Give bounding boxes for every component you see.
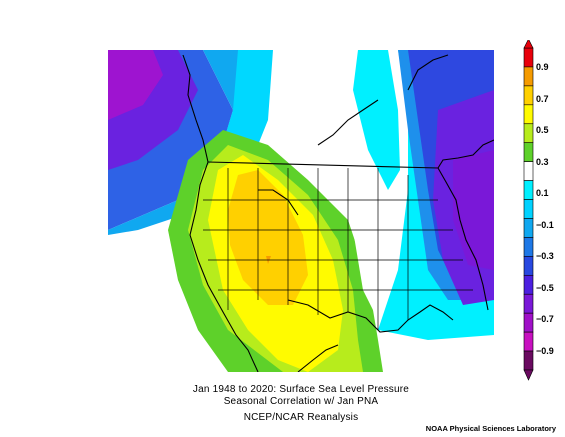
colorbar-segment (523, 66, 534, 87)
colorbar-segment (523, 47, 534, 68)
colorbar-label: −0.1 (536, 219, 554, 230)
colorbar-segment (523, 274, 534, 295)
colorbar-segment (523, 123, 534, 144)
colorbar-label: 0.7 (536, 93, 549, 104)
map-svg (108, 50, 494, 372)
colorbar-segment (523, 256, 534, 276)
colorbar-label: 0.5 (536, 125, 549, 136)
title-line-2: Seasonal Correlation w/ Jan PNA (223, 396, 379, 407)
colorbar-segment (523, 331, 534, 352)
colorbar-segment (523, 218, 534, 238)
state-borders (203, 168, 473, 330)
contour-pacific-purple (108, 50, 163, 120)
contour-north-cyan (353, 50, 400, 190)
title-line-3: NCEP/NCAR Reanalysis (243, 412, 359, 423)
coastlines (182, 54, 494, 372)
colorbar-segment (523, 142, 534, 162)
colorbar-segment (523, 293, 534, 314)
colorbar-label: −0.3 (536, 251, 554, 262)
contour-east-purple (453, 150, 494, 270)
credit-text: NOAA Physical Sciences Laboratory (425, 424, 556, 433)
colorbar-segment (523, 161, 534, 181)
colorbar-segment (523, 104, 534, 125)
colorbar-label: 0.3 (536, 156, 549, 167)
colorbar-bottom-arrow (523, 369, 534, 381)
colorbar-label: −0.9 (536, 346, 554, 357)
title-line-1: Jan 1948 to 2020: Surface Sea Level Pres… (192, 384, 410, 395)
colorbar-segment (523, 85, 534, 106)
colorbar-segment (523, 199, 534, 219)
correlation-map (108, 50, 494, 372)
colorbar-label: −0.5 (536, 282, 554, 293)
colorbar-segment (523, 180, 534, 200)
colorbar-top-arrow (523, 40, 534, 49)
colorbar-segment (523, 350, 534, 371)
colorbar (523, 40, 534, 381)
colorbar-segment (523, 312, 534, 333)
colorbar-label: 0.9 (536, 61, 549, 72)
colorbar-label: 0.1 (536, 188, 549, 199)
colorbar-segment (523, 237, 534, 257)
colorbar-label: −0.7 (536, 314, 554, 325)
